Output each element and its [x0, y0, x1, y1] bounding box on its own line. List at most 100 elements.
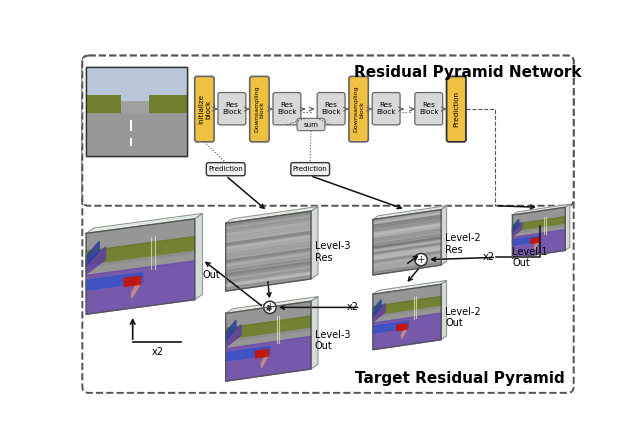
FancyBboxPatch shape [372, 92, 400, 125]
Polygon shape [373, 243, 441, 256]
FancyBboxPatch shape [415, 92, 443, 125]
Polygon shape [513, 222, 522, 237]
Polygon shape [513, 225, 565, 238]
Polygon shape [373, 248, 441, 261]
Polygon shape [373, 223, 441, 236]
Polygon shape [226, 211, 311, 227]
Polygon shape [441, 206, 447, 265]
Text: Downsampling
block: Downsampling block [254, 86, 265, 132]
Bar [86, 67, 187, 156]
Polygon shape [226, 255, 311, 271]
Polygon shape [565, 204, 570, 250]
Text: Out: Out [202, 270, 220, 280]
Polygon shape [373, 306, 441, 323]
Polygon shape [86, 214, 202, 234]
Polygon shape [226, 325, 241, 347]
Text: x2: x2 [152, 347, 163, 357]
Polygon shape [373, 321, 408, 333]
FancyBboxPatch shape [218, 92, 246, 125]
Polygon shape [132, 278, 140, 298]
Polygon shape [311, 297, 318, 369]
Circle shape [415, 254, 428, 266]
Polygon shape [226, 320, 236, 341]
FancyBboxPatch shape [297, 119, 325, 131]
Polygon shape [226, 242, 311, 257]
FancyBboxPatch shape [349, 76, 368, 142]
Polygon shape [124, 276, 140, 286]
FancyBboxPatch shape [291, 163, 330, 176]
Polygon shape [397, 324, 407, 331]
Polygon shape [226, 245, 311, 261]
Polygon shape [513, 230, 565, 258]
Bar [148, 95, 187, 120]
Text: Level-1
Out: Level-1 Out [513, 246, 548, 268]
Text: +: + [266, 302, 274, 313]
Polygon shape [86, 261, 195, 314]
Polygon shape [226, 275, 311, 291]
FancyBboxPatch shape [447, 76, 466, 142]
FancyBboxPatch shape [83, 56, 573, 206]
Polygon shape [195, 214, 202, 300]
Text: +: + [417, 255, 426, 265]
Bar [86, 95, 122, 120]
Bar [129, 120, 132, 131]
Polygon shape [226, 252, 311, 267]
Text: Res
Block: Res Block [419, 102, 438, 115]
Bar [129, 138, 132, 146]
Text: Target Residual Pyramid: Target Residual Pyramid [355, 371, 564, 386]
Polygon shape [226, 269, 311, 284]
FancyBboxPatch shape [206, 163, 245, 176]
Polygon shape [373, 297, 441, 317]
Polygon shape [373, 210, 441, 222]
Polygon shape [534, 239, 539, 250]
FancyBboxPatch shape [273, 92, 301, 125]
Text: ...: ... [302, 103, 314, 115]
Polygon shape [226, 214, 311, 230]
FancyBboxPatch shape [195, 76, 214, 142]
Polygon shape [513, 217, 565, 233]
Polygon shape [86, 273, 143, 290]
Polygon shape [226, 235, 311, 250]
Polygon shape [373, 254, 441, 267]
Polygon shape [373, 300, 381, 317]
Polygon shape [226, 218, 311, 234]
Polygon shape [226, 316, 311, 342]
Text: Level-2
Out: Level-2 Out [445, 307, 481, 328]
Polygon shape [373, 313, 441, 350]
Polygon shape [373, 206, 447, 220]
Polygon shape [226, 221, 311, 237]
Bar [86, 67, 187, 156]
Text: Residual Pyramid Network: Residual Pyramid Network [354, 65, 581, 80]
Polygon shape [401, 325, 407, 339]
Text: Prediction: Prediction [293, 166, 328, 172]
Polygon shape [373, 237, 441, 250]
Polygon shape [255, 349, 268, 358]
Polygon shape [373, 210, 441, 275]
Text: Level-2
Res: Level-2 Res [445, 234, 481, 255]
Text: Res
Block: Res Block [277, 102, 297, 115]
Text: sum: sum [303, 122, 318, 127]
Polygon shape [373, 212, 441, 225]
Polygon shape [373, 221, 441, 234]
FancyBboxPatch shape [317, 92, 345, 125]
Polygon shape [226, 266, 311, 281]
Polygon shape [373, 259, 441, 272]
Polygon shape [373, 232, 441, 245]
Bar [86, 113, 187, 156]
Polygon shape [513, 204, 570, 215]
Polygon shape [513, 236, 540, 245]
Polygon shape [226, 206, 318, 223]
Text: Level-3
Out: Level-3 Out [315, 330, 350, 351]
Polygon shape [373, 262, 441, 275]
Circle shape [264, 301, 276, 313]
Polygon shape [373, 240, 441, 253]
Polygon shape [226, 228, 311, 244]
Polygon shape [531, 238, 539, 243]
Polygon shape [373, 215, 441, 228]
Text: Prediction: Prediction [209, 166, 243, 172]
Text: ...: ... [401, 103, 413, 115]
Polygon shape [513, 219, 519, 232]
Polygon shape [373, 246, 441, 258]
Polygon shape [226, 248, 311, 264]
Polygon shape [226, 258, 311, 274]
